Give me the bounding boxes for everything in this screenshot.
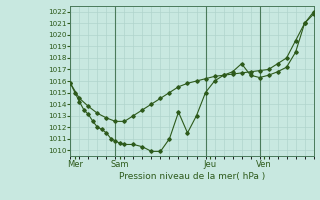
X-axis label: Pression niveau de la mer( hPa ): Pression niveau de la mer( hPa ) xyxy=(119,172,265,181)
